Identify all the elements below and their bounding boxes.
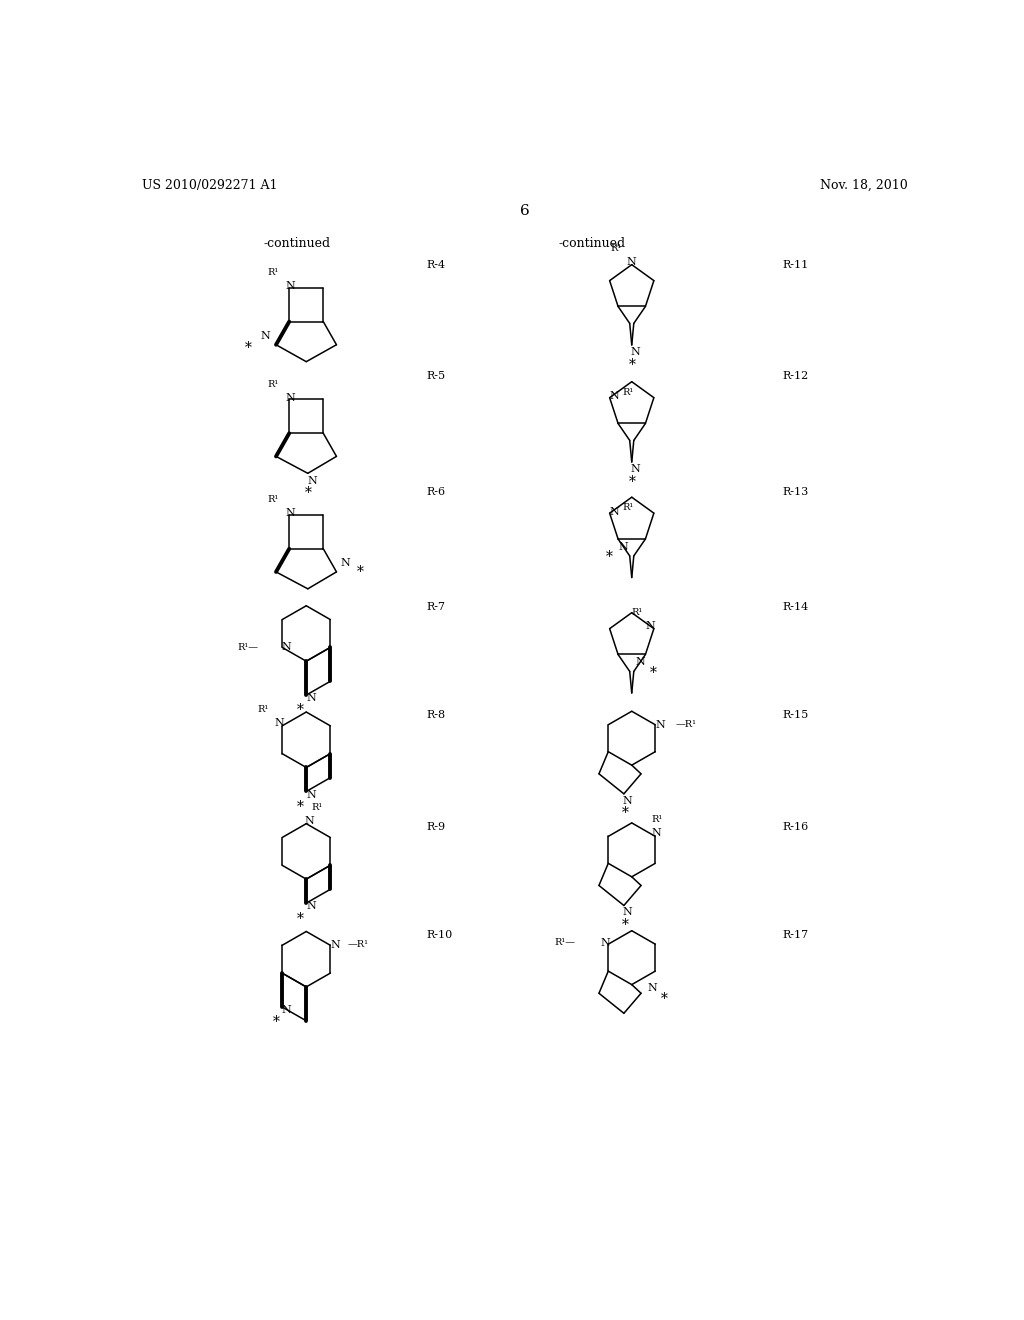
Text: R-12: R-12 [783,371,809,381]
Text: *: * [304,486,311,500]
Text: N: N [609,507,620,516]
Text: *: * [297,912,303,925]
Text: R-13: R-13 [783,487,809,496]
Text: 6: 6 [520,203,529,218]
Text: N: N [274,718,284,727]
Text: R-17: R-17 [783,929,809,940]
Text: US 2010/0292271 A1: US 2010/0292271 A1 [142,178,278,191]
Text: R¹: R¹ [267,495,279,504]
Text: *: * [660,991,668,1006]
Text: *: * [622,917,629,932]
Text: N: N [306,789,315,800]
Text: N: N [282,643,292,652]
Text: R-14: R-14 [783,602,809,612]
Text: N: N [618,541,628,552]
Text: R¹: R¹ [311,803,323,812]
Text: N: N [655,719,665,730]
Text: R¹: R¹ [623,503,634,512]
Text: R-11: R-11 [783,260,809,269]
Text: *: * [622,807,629,820]
Text: N: N [646,620,655,631]
Text: R¹: R¹ [623,388,634,397]
Text: *: * [245,341,252,355]
Text: N: N [330,940,340,949]
Text: *: * [629,358,636,372]
Text: Nov. 18, 2010: Nov. 18, 2010 [820,178,907,191]
Text: N: N [600,937,610,948]
Text: N: N [636,657,645,667]
Text: R¹—: R¹— [238,643,259,652]
Text: R¹: R¹ [610,244,622,253]
Text: R-8: R-8 [426,710,445,721]
Text: N: N [652,829,662,838]
Text: -continued: -continued [263,236,331,249]
Text: R¹—: R¹— [555,939,575,948]
Text: *: * [357,565,364,579]
Text: R-4: R-4 [426,260,445,269]
Text: N: N [623,796,633,805]
Text: N: N [306,693,315,704]
Text: R-15: R-15 [783,710,809,721]
Text: N: N [286,393,296,403]
Text: R-5: R-5 [426,371,445,381]
Text: N: N [631,347,640,356]
Text: *: * [297,704,303,718]
Text: *: * [297,800,303,814]
Text: N: N [282,1005,292,1015]
Text: R¹: R¹ [651,814,663,824]
Text: R¹: R¹ [631,609,642,616]
Text: *: * [649,667,656,680]
Text: R-7: R-7 [426,602,445,612]
Text: -continued: -continued [558,236,626,249]
Text: *: * [272,1015,280,1030]
Text: N: N [609,391,620,401]
Text: N: N [341,557,350,568]
Text: R¹: R¹ [258,705,269,714]
Text: R-16: R-16 [783,822,809,832]
Text: R-10: R-10 [426,929,453,940]
Text: N: N [623,907,633,917]
Text: N: N [286,508,296,519]
Text: R-9: R-9 [426,822,445,832]
Text: N: N [307,477,317,486]
Text: N: N [306,902,315,911]
Text: N: N [647,983,656,993]
Text: N: N [631,463,640,474]
Text: —R¹: —R¹ [676,721,696,729]
Text: N: N [260,330,270,341]
Text: N: N [626,256,636,267]
Text: R¹: R¹ [267,380,279,388]
Text: R-6: R-6 [426,487,445,496]
Text: N: N [286,281,296,292]
Text: N: N [304,816,314,825]
Text: *: * [605,550,612,565]
Text: —R¹: —R¹ [347,940,369,949]
Text: R¹: R¹ [267,268,279,277]
Text: *: * [629,475,636,488]
